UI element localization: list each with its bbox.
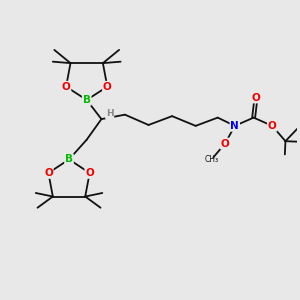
Text: B: B xyxy=(65,154,73,164)
Text: O: O xyxy=(252,93,260,103)
Text: N: N xyxy=(230,121,239,131)
Text: O: O xyxy=(44,168,53,178)
Text: H: H xyxy=(106,109,113,118)
Text: O: O xyxy=(221,139,230,148)
Text: B: B xyxy=(83,95,91,105)
Text: O: O xyxy=(103,82,112,92)
Text: O: O xyxy=(268,121,277,131)
Text: O: O xyxy=(85,168,94,178)
Text: CH₃: CH₃ xyxy=(205,155,219,164)
Text: O: O xyxy=(62,82,70,92)
